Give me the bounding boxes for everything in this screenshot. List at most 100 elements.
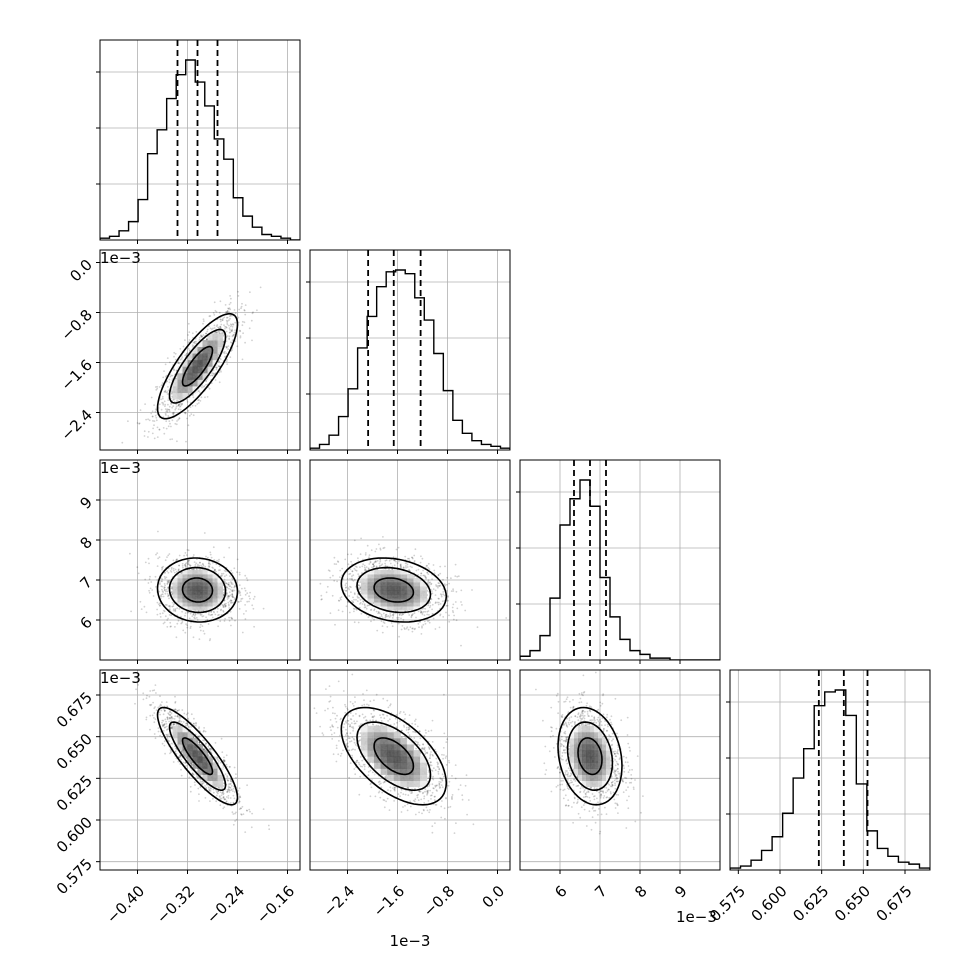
scatter-point	[186, 401, 189, 403]
scatter-point	[184, 339, 186, 341]
scatter-point	[207, 565, 210, 567]
scatter-point	[249, 597, 251, 600]
panel-content	[310, 250, 510, 450]
scatter-point	[225, 360, 228, 362]
scatter-point	[206, 396, 209, 398]
density-cell	[182, 590, 188, 595]
scatter-point	[175, 369, 178, 372]
scatter-point	[328, 570, 331, 572]
scatter-point	[168, 410, 171, 413]
scatter-point	[411, 556, 414, 559]
scatter-point	[455, 619, 458, 622]
scatter-point	[353, 592, 356, 595]
density-cell	[197, 346, 203, 354]
scatter-point	[168, 579, 171, 582]
scatter-point	[230, 600, 233, 602]
scatter-point	[182, 761, 185, 764]
scatter-point	[242, 332, 245, 335]
density-cell	[207, 353, 213, 361]
scatter-point	[419, 620, 422, 623]
density-cell	[177, 602, 183, 607]
scatter-point	[383, 546, 386, 549]
scatter-point	[162, 565, 165, 568]
scatter-point	[388, 568, 390, 571]
scatter-point	[438, 585, 440, 587]
scatter-point	[339, 569, 342, 572]
scatter-point	[203, 532, 206, 534]
scatter-point	[367, 568, 370, 571]
scatter-point	[224, 617, 227, 620]
density-cell	[393, 582, 401, 587]
scatter-point	[233, 585, 236, 588]
scatter-point	[152, 420, 154, 422]
scatter-point	[372, 565, 375, 568]
density-cell	[172, 379, 178, 387]
scatter-point	[358, 575, 360, 578]
scatter-point	[153, 404, 156, 406]
scatter-point	[229, 588, 232, 591]
scatter-point	[387, 615, 390, 617]
scatter-point	[345, 590, 347, 592]
scatter-point	[375, 565, 378, 568]
scatter-point	[210, 610, 213, 613]
scatter-point	[419, 561, 422, 564]
scatter-point	[196, 565, 199, 567]
density-cell	[212, 353, 218, 361]
scatter-point	[227, 603, 230, 606]
scatter-point	[136, 422, 139, 424]
scatter-point	[148, 695, 151, 698]
scatter-point	[218, 558, 220, 561]
scatter-point	[158, 403, 161, 406]
density-cell	[393, 586, 401, 591]
scatter-point	[381, 563, 384, 566]
scatter-point	[208, 561, 210, 563]
scatter-point	[240, 307, 242, 310]
scatter-point	[420, 574, 422, 577]
scatter-point	[145, 611, 148, 614]
panel-1-0	[96, 249, 301, 454]
scatter-point	[229, 599, 232, 602]
scatter-point	[427, 583, 430, 586]
scatter-point	[427, 604, 430, 607]
scatter-point	[422, 607, 425, 610]
scatter-point	[411, 614, 413, 617]
scatter-point	[379, 612, 381, 615]
scatter-point	[218, 331, 221, 334]
scatter-point	[199, 561, 201, 564]
scatter-point	[372, 563, 374, 566]
scatter-point	[164, 389, 167, 392]
scatter-point	[439, 565, 442, 568]
scatter-point	[423, 574, 426, 577]
scatter-point	[164, 586, 166, 589]
scatter-point	[163, 610, 166, 613]
scatter-point	[246, 600, 249, 603]
scatter-point	[233, 766, 236, 769]
scatter-point	[143, 605, 146, 608]
scatter-point	[337, 599, 340, 602]
scatter-point	[186, 563, 189, 566]
scatter-point	[228, 331, 231, 334]
scatter-point	[232, 601, 235, 604]
scatter-point	[166, 570, 169, 573]
density-cell	[420, 586, 428, 591]
scatter-point	[238, 795, 241, 798]
scatter-point	[158, 711, 161, 714]
scatter-point	[451, 606, 454, 609]
density-cell	[172, 594, 178, 599]
scatter-point	[151, 410, 154, 413]
panel-content	[100, 460, 300, 660]
scatter-point	[226, 310, 229, 313]
density-cell	[387, 570, 395, 575]
scatter-point	[154, 414, 157, 417]
density-cell	[207, 606, 213, 611]
scatter-point	[400, 566, 402, 568]
density-cell	[420, 582, 428, 587]
scatter-point	[377, 610, 380, 613]
scatter-point	[184, 614, 186, 617]
scatter-point	[159, 594, 162, 597]
density-cell	[400, 570, 408, 575]
scatter-point	[332, 574, 334, 577]
scatter-point	[227, 595, 230, 598]
scatter-point	[422, 610, 425, 613]
scatter-point	[196, 619, 199, 621]
